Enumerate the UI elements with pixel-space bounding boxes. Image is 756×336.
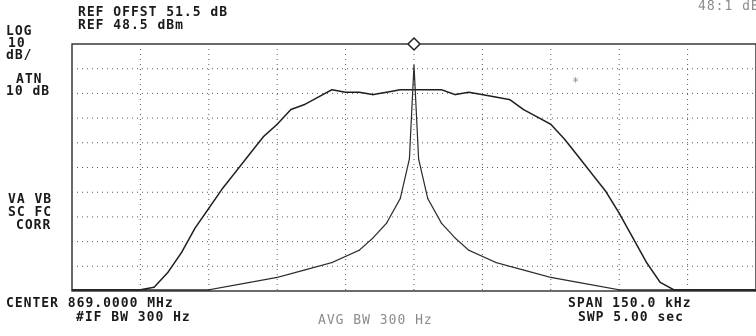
trace-point — [427, 89, 429, 91]
span-label: SPAN 150.0 kHz — [568, 296, 692, 311]
trace-point — [276, 123, 278, 125]
center-frequency-label: CENTER 869.0000 MHz — [6, 296, 174, 311]
trace-point — [408, 158, 411, 160]
trace-point — [522, 269, 525, 271]
trace-point — [563, 138, 566, 140]
reference-marker-diamond — [406, 36, 422, 52]
trace-point — [454, 94, 456, 96]
trace-point — [427, 197, 429, 199]
scale-unit-label: dB/ — [6, 48, 33, 63]
trace-point — [208, 289, 210, 291]
ref-offset-label: REF OFFST 51.5 dB — [78, 5, 229, 20]
trace-point — [386, 222, 388, 224]
graticule-grid — [72, 44, 756, 291]
trace-point — [495, 261, 497, 264]
trace-point — [604, 190, 607, 192]
trace-point — [509, 98, 511, 101]
va-vb-label: VA VB — [8, 192, 53, 207]
avg-bandwidth-label: AVG BW 300 Hz — [318, 313, 433, 328]
trace-point — [577, 281, 579, 283]
top-right-fragment: 48:1 dB — [698, 0, 756, 13]
trace-layer — [71, 64, 756, 291]
trace-point — [645, 261, 648, 264]
trace-point — [358, 249, 360, 251]
trace-point — [577, 155, 579, 157]
trace-point — [372, 94, 374, 96]
trace-point — [399, 89, 401, 91]
trace-point — [468, 91, 470, 93]
trace-point — [331, 261, 333, 264]
trace-point — [591, 173, 593, 175]
trace-point — [522, 108, 525, 111]
sc-fc-label: SC FC — [8, 205, 53, 220]
ref-level-label: REF 48.5 dBm — [78, 18, 184, 33]
trace-point — [386, 91, 388, 93]
trace-point — [618, 289, 620, 291]
trace-point — [180, 252, 183, 254]
trace-point — [331, 89, 333, 91]
trace-point — [536, 116, 538, 118]
trace-point — [194, 227, 196, 229]
trace-point — [550, 276, 552, 279]
trace-point — [303, 269, 306, 271]
scale-type-label: LOG — [6, 24, 33, 39]
trace-point — [454, 237, 456, 239]
trace-point — [372, 237, 374, 239]
trace-point — [440, 89, 442, 91]
graticule-frame — [71, 43, 756, 292]
trace-point — [71, 289, 73, 291]
atten-value: 10 dB — [6, 84, 51, 99]
spectrum-trace-2 — [72, 64, 756, 291]
trace-point — [345, 91, 347, 93]
marker-layer — [406, 36, 422, 52]
trace-point — [413, 64, 415, 66]
trace-point — [468, 249, 470, 251]
trace-point — [249, 153, 251, 155]
trace-point — [262, 136, 265, 138]
corr-label: CORR — [16, 218, 52, 233]
trace-point — [221, 187, 224, 190]
trace-point — [550, 123, 552, 125]
trace-point — [495, 96, 497, 98]
trace-point — [208, 207, 210, 209]
trace-point — [632, 237, 634, 239]
atten-label: ATN — [16, 72, 43, 87]
trace-point — [290, 108, 292, 111]
trace-point — [235, 170, 237, 172]
trace-point — [399, 197, 401, 199]
trace-point — [481, 94, 483, 96]
trace-point — [659, 281, 661, 283]
sweep-time-label: SWP 5.00 sec — [578, 310, 684, 325]
trace-point — [153, 286, 155, 288]
trace-point — [249, 281, 251, 283]
scale-value-label: 10 — [8, 36, 26, 51]
marker-symbol: * — [572, 75, 581, 89]
if-bandwidth-label: #IF BW 300 Hz — [76, 310, 191, 325]
trace-point — [303, 103, 306, 106]
trace-point — [417, 158, 420, 160]
trace-point — [413, 89, 415, 91]
trace-point — [276, 276, 278, 279]
trace-point — [167, 271, 169, 274]
trace-point — [317, 96, 319, 98]
trace-point — [618, 212, 620, 214]
trace-point — [440, 222, 442, 224]
trace-point — [358, 91, 360, 93]
